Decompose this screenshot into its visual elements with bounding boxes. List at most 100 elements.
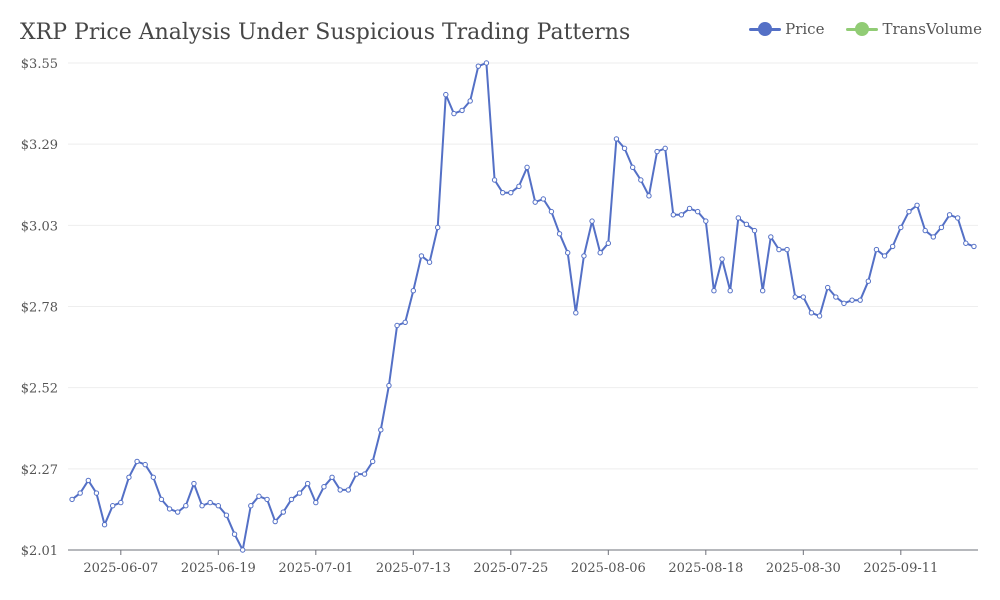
data-point[interactable]	[824, 284, 831, 291]
data-point[interactable]	[93, 490, 100, 496]
data-point[interactable]	[694, 208, 701, 215]
data-point[interactable]	[914, 202, 920, 209]
data-point[interactable]	[906, 208, 912, 215]
data-point[interactable]	[101, 522, 108, 528]
data-point[interactable]	[751, 227, 758, 234]
data-point[interactable]	[735, 215, 742, 221]
data-point[interactable]	[174, 509, 181, 515]
data-point[interactable]	[207, 499, 213, 506]
data-point[interactable]	[857, 297, 863, 303]
data-point[interactable]	[881, 253, 888, 259]
data-point[interactable]	[150, 474, 157, 480]
data-point[interactable]	[394, 322, 400, 329]
data-point[interactable]	[166, 506, 173, 512]
data-point[interactable]	[353, 471, 360, 477]
data-point[interactable]	[223, 512, 230, 518]
data-point[interactable]	[841, 300, 847, 307]
data-point[interactable]	[443, 91, 449, 98]
data-point[interactable]	[191, 480, 197, 487]
data-point[interactable]	[621, 145, 628, 152]
data-point[interactable]	[378, 427, 384, 433]
data-point[interactable]	[532, 199, 538, 205]
data-point[interactable]	[743, 221, 750, 227]
data-point[interactable]	[719, 256, 725, 262]
data-point[interactable]	[898, 224, 904, 231]
data-point[interactable]	[77, 490, 83, 496]
data-point[interactable]	[816, 313, 823, 319]
data-point[interactable]	[573, 310, 579, 316]
data-point[interactable]	[337, 487, 343, 493]
data-point[interactable]	[85, 477, 92, 484]
data-point[interactable]	[491, 177, 498, 183]
data-point[interactable]	[873, 246, 880, 253]
data-point[interactable]	[508, 189, 514, 196]
data-point[interactable]	[516, 183, 522, 190]
data-point[interactable]	[833, 294, 839, 300]
data-point[interactable]	[410, 287, 417, 294]
data-point[interactable]	[329, 474, 335, 480]
data-point[interactable]	[183, 503, 189, 509]
data-point[interactable]	[938, 224, 945, 231]
data-point[interactable]	[759, 287, 766, 294]
data-point[interactable]	[613, 136, 620, 142]
data-point[interactable]	[800, 294, 807, 300]
data-point[interactable]	[930, 234, 937, 240]
data-point[interactable]	[361, 471, 368, 477]
data-point[interactable]	[646, 193, 652, 199]
data-point[interactable]	[589, 218, 595, 224]
data-point[interactable]	[215, 503, 222, 509]
data-point[interactable]	[654, 148, 660, 155]
data-point[interactable]	[548, 208, 555, 215]
data-point[interactable]	[670, 212, 677, 218]
data-point[interactable]	[703, 218, 709, 224]
data-point[interactable]	[272, 518, 278, 525]
data-point[interactable]	[662, 145, 668, 152]
data-point[interactable]	[467, 98, 473, 104]
data-point[interactable]	[971, 243, 977, 250]
data-point[interactable]	[629, 164, 636, 171]
data-point[interactable]	[849, 297, 855, 303]
data-point[interactable]	[808, 310, 815, 316]
data-point[interactable]	[280, 509, 287, 515]
data-point[interactable]	[345, 487, 352, 493]
data-point[interactable]	[451, 110, 457, 117]
legend-item-transvolume[interactable]: TransVolume	[846, 20, 982, 38]
data-point[interactable]	[727, 287, 733, 294]
data-point[interactable]	[792, 294, 798, 300]
data-point[interactable]	[418, 253, 425, 259]
data-point[interactable]	[475, 63, 482, 69]
data-point[interactable]	[109, 503, 116, 509]
data-point[interactable]	[638, 177, 644, 183]
data-point[interactable]	[946, 212, 953, 218]
data-point[interactable]	[483, 60, 490, 66]
data-point[interactable]	[889, 243, 896, 250]
data-point[interactable]	[711, 287, 717, 294]
data-point[interactable]	[118, 499, 124, 506]
data-point[interactable]	[142, 461, 148, 468]
data-point[interactable]	[540, 196, 547, 202]
data-point[interactable]	[434, 224, 441, 231]
data-point[interactable]	[605, 240, 612, 246]
data-point[interactable]	[954, 215, 961, 221]
data-point[interactable]	[556, 231, 563, 237]
data-point[interactable]	[524, 164, 530, 171]
data-point[interactable]	[678, 212, 685, 218]
data-point[interactable]	[126, 474, 132, 480]
data-point[interactable]	[865, 278, 872, 284]
data-point[interactable]	[768, 234, 774, 240]
data-point[interactable]	[134, 458, 140, 465]
data-point[interactable]	[402, 319, 408, 326]
data-point[interactable]	[369, 458, 376, 465]
data-point[interactable]	[264, 496, 270, 503]
data-point[interactable]	[499, 189, 506, 196]
data-point[interactable]	[288, 496, 295, 503]
data-point[interactable]	[248, 503, 254, 509]
data-point[interactable]	[313, 499, 319, 506]
data-point[interactable]	[686, 205, 693, 212]
data-point[interactable]	[459, 107, 465, 114]
data-point[interactable]	[963, 240, 969, 246]
data-point[interactable]	[256, 493, 262, 499]
data-point[interactable]	[776, 246, 782, 253]
data-point[interactable]	[426, 259, 433, 265]
data-point[interactable]	[386, 382, 392, 389]
